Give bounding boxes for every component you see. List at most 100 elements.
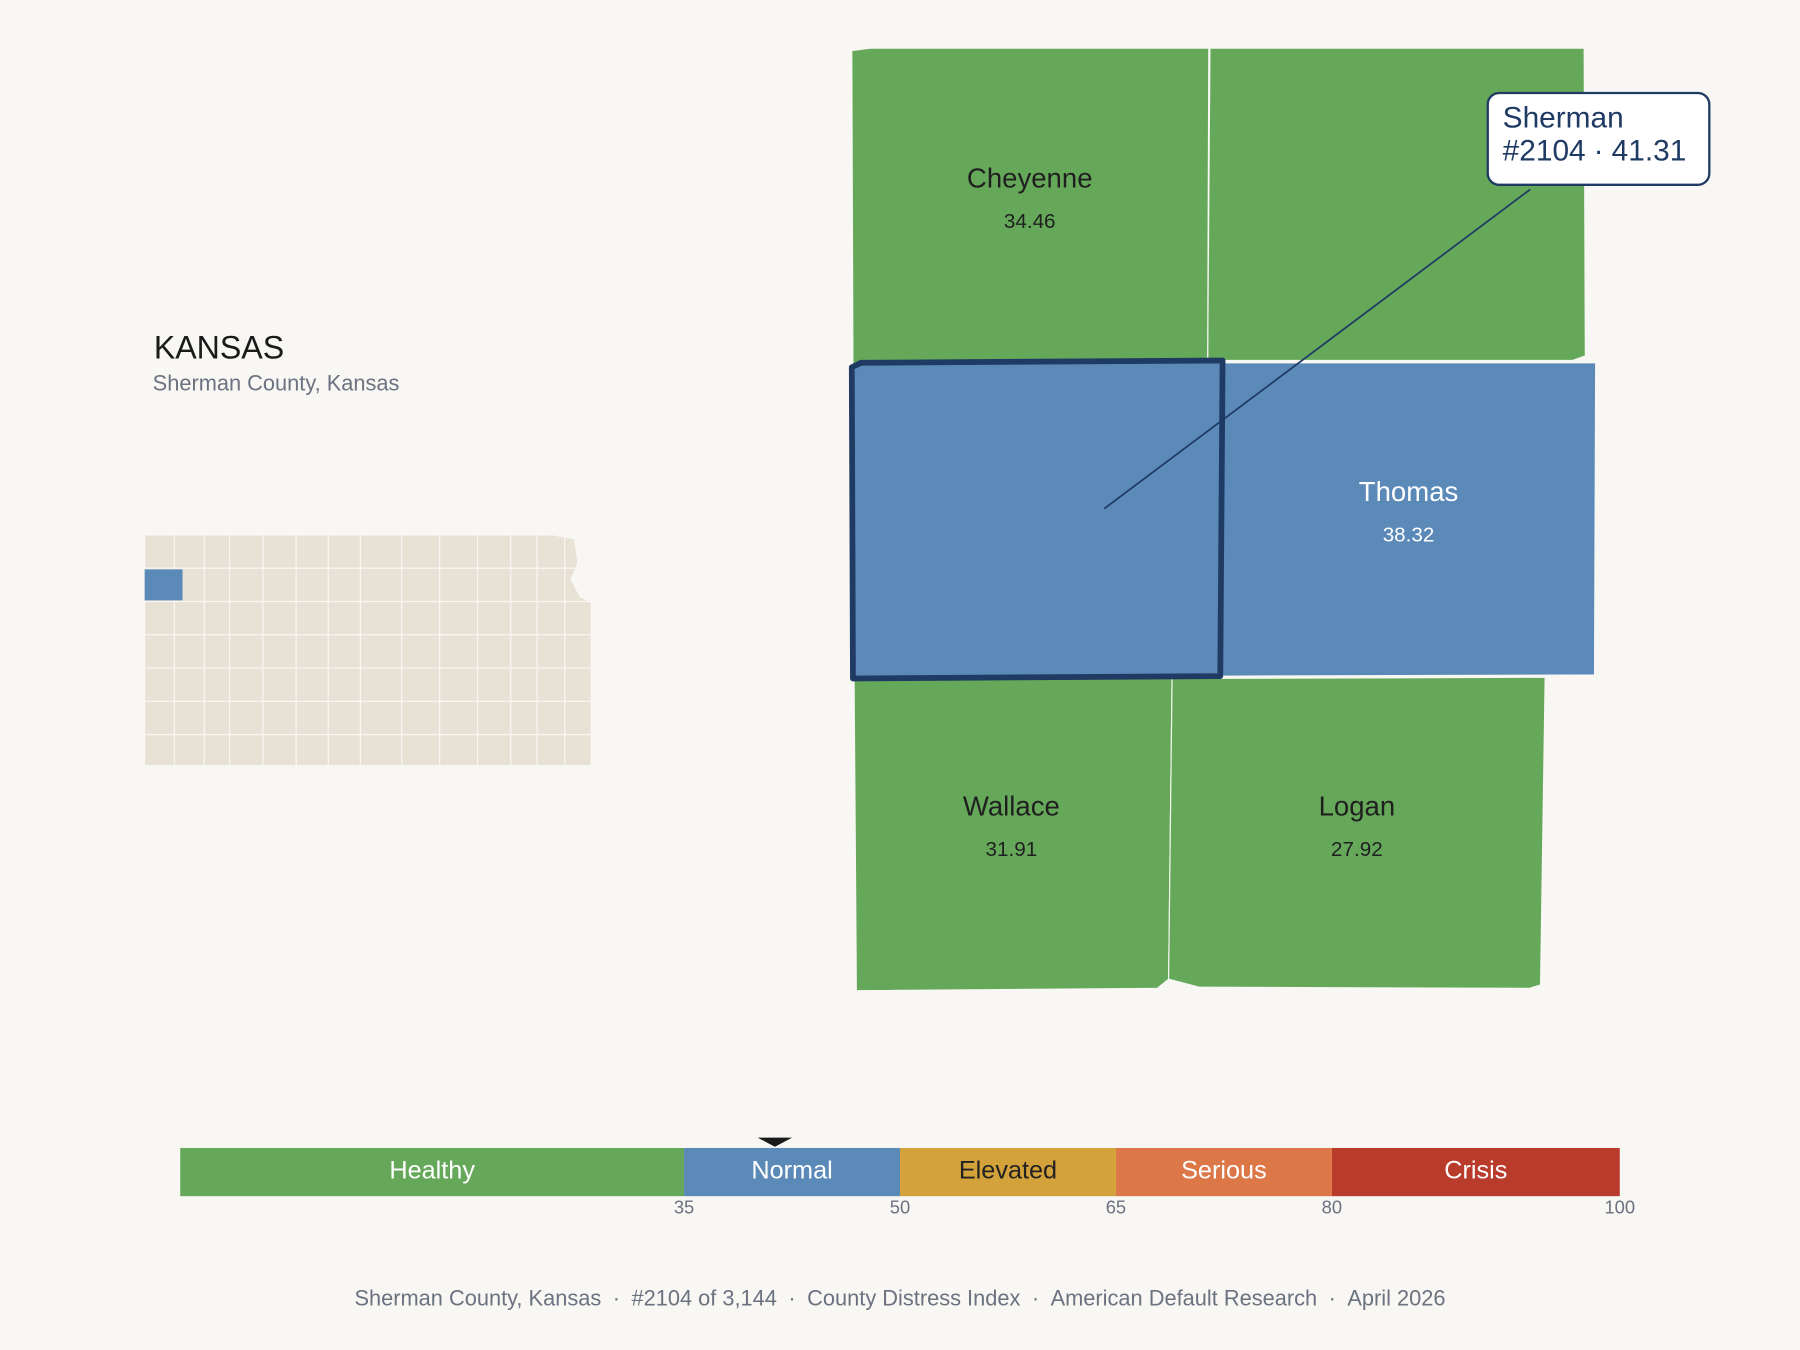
inset-county — [327, 734, 362, 767]
inset-county — [262, 534, 297, 569]
inset-county — [203, 534, 231, 569]
footer-item: County Distress Index — [807, 1285, 1020, 1310]
scale-band-label: Healthy — [389, 1157, 475, 1185]
inset-county — [229, 567, 264, 603]
county — [1220, 362, 1597, 677]
scale-band — [1331, 1147, 1620, 1197]
inset-county — [401, 534, 441, 569]
scale-band-label: Elevated — [959, 1157, 1057, 1185]
scale-tick-label: 35 — [674, 1197, 694, 1218]
inset-county — [295, 600, 329, 636]
inset-county — [295, 734, 329, 767]
distress-scale: Healthy Normal Elevated Serious Crisis 35 50 65… — [180, 1137, 1635, 1218]
inset-county — [564, 700, 592, 736]
inset-county — [262, 567, 297, 603]
inset-county — [564, 634, 592, 669]
county-name: Logan — [1319, 790, 1396, 821]
inset-county — [229, 600, 264, 636]
inset-county — [203, 667, 231, 702]
scale-marker — [757, 1137, 793, 1147]
county-value: 38.32 — [1383, 524, 1435, 547]
inset-county — [144, 534, 176, 569]
inset-county — [510, 634, 538, 669]
inset-county — [564, 600, 592, 636]
scale-band — [900, 1147, 1116, 1197]
scale-band — [180, 1147, 685, 1197]
inset-county — [295, 534, 329, 569]
inset-county — [359, 600, 403, 636]
inset-county — [359, 634, 403, 669]
county-value: 27.92 — [1331, 838, 1383, 861]
inset-county — [229, 534, 264, 569]
inset-county — [359, 667, 403, 702]
inset-county — [439, 567, 479, 603]
inset-county — [295, 567, 329, 603]
callout-value: 41.31 — [1612, 135, 1687, 168]
inset-county — [510, 667, 538, 702]
inset-county — [510, 734, 538, 767]
footer-item: April 2026 — [1347, 1285, 1445, 1310]
inset-county — [173, 700, 205, 736]
inset-county — [439, 600, 479, 636]
callout-box — [1486, 91, 1711, 186]
subtitle: Sherman County, Kansas — [153, 370, 400, 395]
footer-item: Sherman County, Kansas — [354, 1285, 601, 1310]
inset-county — [173, 600, 205, 636]
inset-county — [229, 667, 264, 702]
footer: Sherman County, Kansas · #2104 of 3,144 · Co… — [354, 1285, 1445, 1310]
scale-tick-label: 80 — [1322, 1197, 1342, 1218]
inset-county — [564, 734, 592, 767]
inset-county — [327, 634, 362, 669]
scale-tick-label: 65 — [1106, 1197, 1126, 1218]
footer-separator: · — [1329, 1285, 1336, 1310]
scale-tick-label: 100 — [1604, 1197, 1635, 1218]
scale-band-label: Crisis — [1444, 1157, 1507, 1185]
inset-county — [262, 700, 297, 736]
inset-county — [144, 734, 176, 767]
inset-county — [536, 634, 566, 669]
inset-county — [229, 700, 264, 736]
inset-county — [144, 700, 176, 736]
inset-county — [262, 634, 297, 669]
inset-county — [262, 734, 297, 767]
inset-county — [173, 734, 205, 767]
inset-county — [510, 600, 538, 636]
scale-band-label: Normal — [751, 1157, 832, 1185]
inset-county — [203, 600, 231, 636]
inset-county — [401, 634, 441, 669]
footer-separator: · — [788, 1285, 795, 1310]
selected-county — [848, 357, 1226, 682]
inset-county — [439, 700, 479, 736]
scale-band-label: Serious — [1181, 1157, 1267, 1185]
inset-county — [476, 634, 512, 669]
county-map: Cheyenne 34.46 Thomas 38.32 Wallace 31.91 Loga… — [848, 47, 1711, 992]
inset-county — [229, 634, 264, 669]
footer-item: American Default Research — [1051, 1285, 1318, 1310]
inset-county — [476, 667, 512, 702]
inset-county — [401, 567, 441, 603]
inset-county — [439, 534, 479, 569]
inset-selected-county — [144, 569, 183, 601]
scale-band — [684, 1147, 900, 1197]
inset-county — [295, 634, 329, 669]
county-name: Thomas — [1359, 476, 1459, 507]
inset-county — [476, 734, 512, 767]
inset-county — [401, 667, 441, 702]
inset-county — [564, 667, 592, 702]
inset-county — [327, 600, 362, 636]
inset-county — [295, 667, 329, 702]
inset-county — [262, 667, 297, 702]
inset-county — [327, 667, 362, 702]
inset-county — [203, 567, 231, 603]
county — [851, 47, 1210, 366]
inset-county — [536, 567, 566, 603]
inset-edge — [551, 534, 592, 603]
inset-county — [144, 667, 176, 702]
county-value: 34.46 — [1004, 210, 1056, 233]
inset-county — [359, 700, 403, 736]
inset-county — [476, 700, 512, 736]
callout-detail: #2104 · 41.31 — [1503, 135, 1687, 168]
inset-county — [359, 567, 403, 603]
inset-county — [173, 634, 205, 669]
